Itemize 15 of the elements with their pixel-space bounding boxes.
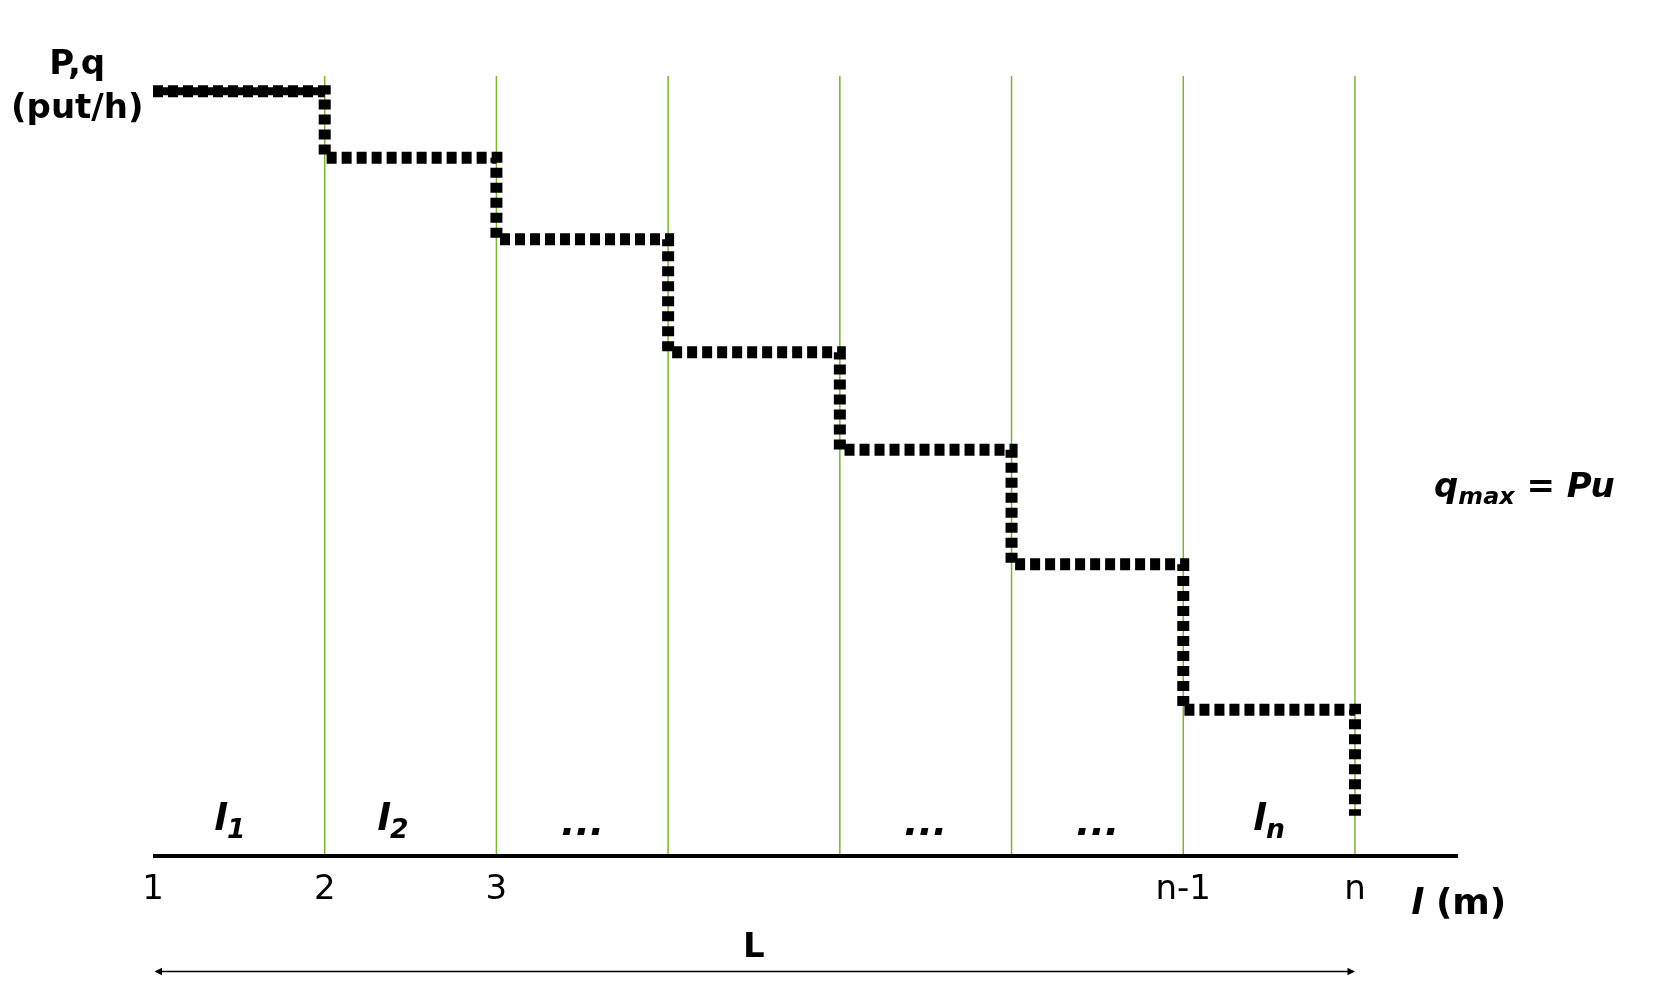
annotation: q$_{max}$ = Pu: [1434, 465, 1615, 511]
x-tick-label: n: [1344, 866, 1366, 907]
x-tick-label: n-1: [1155, 866, 1211, 907]
text: L: [743, 925, 765, 965]
annotation: l$_{2}$: [377, 795, 409, 844]
x-axis-title: l (m): [1411, 881, 1507, 922]
x-tick-label: 2: [313, 866, 336, 907]
y-axis-title: P,q (put/h): [11, 42, 144, 127]
annotation: ...: [561, 800, 605, 844]
x-tick-label: 1: [142, 866, 164, 907]
annotation: l$_{n}$: [1253, 795, 1285, 844]
annotation: ...: [904, 800, 948, 844]
annotation: l$_{1}$: [214, 795, 246, 844]
annotation: ...: [1076, 800, 1120, 844]
x-tick-label: 3: [485, 866, 508, 907]
